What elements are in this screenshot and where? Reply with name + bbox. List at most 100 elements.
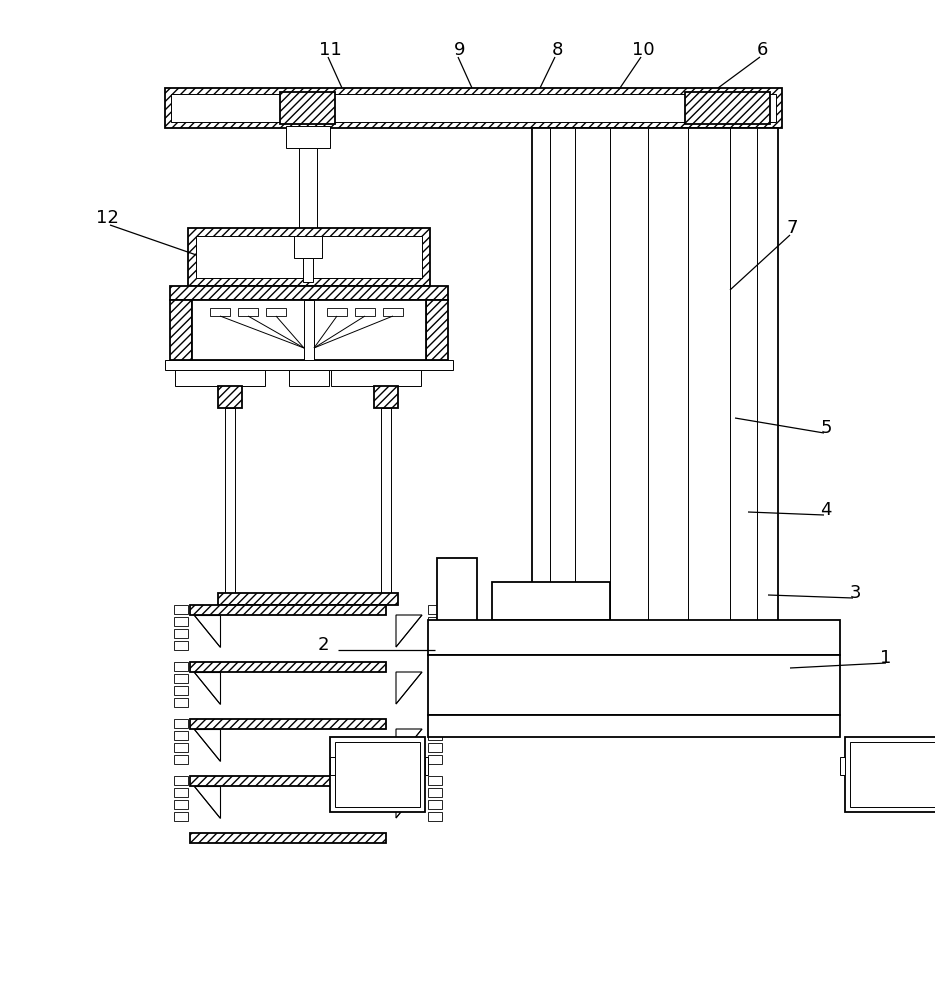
Polygon shape <box>396 729 422 761</box>
Bar <box>426 300 448 360</box>
Bar <box>330 757 352 775</box>
Bar <box>294 236 322 258</box>
Bar <box>381 408 391 593</box>
Bar <box>174 617 188 626</box>
Text: 4: 4 <box>820 501 832 519</box>
Bar <box>174 686 188 695</box>
Bar <box>428 812 442 821</box>
Bar <box>174 776 188 785</box>
Bar <box>286 126 330 148</box>
Bar <box>174 812 188 821</box>
Bar <box>428 800 442 809</box>
Bar <box>428 731 442 740</box>
Bar <box>428 662 442 671</box>
Bar <box>355 308 375 316</box>
Bar <box>428 743 442 752</box>
Bar <box>174 641 188 650</box>
Bar <box>428 620 840 655</box>
Bar <box>428 755 442 764</box>
Bar <box>303 258 313 282</box>
Text: 1: 1 <box>881 649 892 667</box>
Bar <box>174 800 188 809</box>
Bar <box>850 742 935 807</box>
Bar <box>210 308 230 316</box>
Bar <box>174 662 188 671</box>
Polygon shape <box>194 786 220 818</box>
Bar <box>428 698 442 707</box>
Text: 12: 12 <box>95 209 119 227</box>
Bar <box>174 605 188 614</box>
Bar <box>428 776 442 785</box>
Bar <box>428 715 840 737</box>
Bar <box>174 719 188 728</box>
Text: 5: 5 <box>820 419 832 437</box>
Bar <box>266 308 286 316</box>
Text: 2: 2 <box>317 636 329 654</box>
Bar <box>327 308 347 316</box>
Text: 6: 6 <box>756 41 768 59</box>
Polygon shape <box>194 672 220 704</box>
Text: 11: 11 <box>319 41 341 59</box>
Polygon shape <box>194 615 220 647</box>
Bar <box>428 617 442 626</box>
Polygon shape <box>194 729 220 761</box>
Bar <box>190 833 386 843</box>
Bar <box>170 300 192 360</box>
Bar <box>428 686 442 695</box>
Bar <box>174 788 188 797</box>
Bar <box>175 370 265 386</box>
Text: 7: 7 <box>786 219 798 237</box>
Bar <box>174 629 188 638</box>
Bar <box>331 370 421 386</box>
Text: 10: 10 <box>632 41 654 59</box>
Bar <box>174 743 188 752</box>
Bar <box>845 737 935 812</box>
Bar <box>335 742 420 807</box>
Bar <box>196 236 422 278</box>
Bar <box>428 655 840 715</box>
Bar <box>190 776 386 786</box>
Bar <box>304 300 314 360</box>
Polygon shape <box>396 786 422 818</box>
Text: 9: 9 <box>454 41 466 59</box>
Bar <box>374 386 398 408</box>
Bar <box>532 128 778 645</box>
Bar <box>174 674 188 683</box>
Bar <box>428 719 442 728</box>
Bar <box>174 698 188 707</box>
Polygon shape <box>396 615 422 647</box>
Polygon shape <box>396 672 422 704</box>
Bar <box>685 92 770 124</box>
Bar <box>918 757 935 775</box>
Bar <box>190 605 386 615</box>
Bar <box>330 737 425 812</box>
Text: 8: 8 <box>552 41 563 59</box>
Bar <box>165 360 453 370</box>
Bar <box>165 88 782 128</box>
Bar <box>437 558 477 645</box>
Bar <box>492 582 610 620</box>
Bar <box>383 308 403 316</box>
Bar <box>171 94 776 122</box>
Bar <box>174 731 188 740</box>
Bar <box>192 300 426 360</box>
Bar <box>299 148 317 228</box>
Text: 3: 3 <box>849 584 861 602</box>
Bar <box>225 408 235 593</box>
Bar <box>174 755 188 764</box>
Bar <box>188 228 430 286</box>
Bar <box>218 386 242 408</box>
Bar <box>428 605 442 614</box>
Bar <box>428 629 442 638</box>
Bar <box>425 757 428 775</box>
Bar <box>190 662 386 672</box>
Bar <box>238 308 258 316</box>
Bar <box>428 674 442 683</box>
Bar <box>289 370 329 386</box>
Bar <box>190 719 386 729</box>
Bar <box>428 788 442 797</box>
Bar <box>428 641 442 650</box>
Bar <box>280 92 335 124</box>
Bar <box>170 286 448 300</box>
Bar <box>840 757 845 775</box>
